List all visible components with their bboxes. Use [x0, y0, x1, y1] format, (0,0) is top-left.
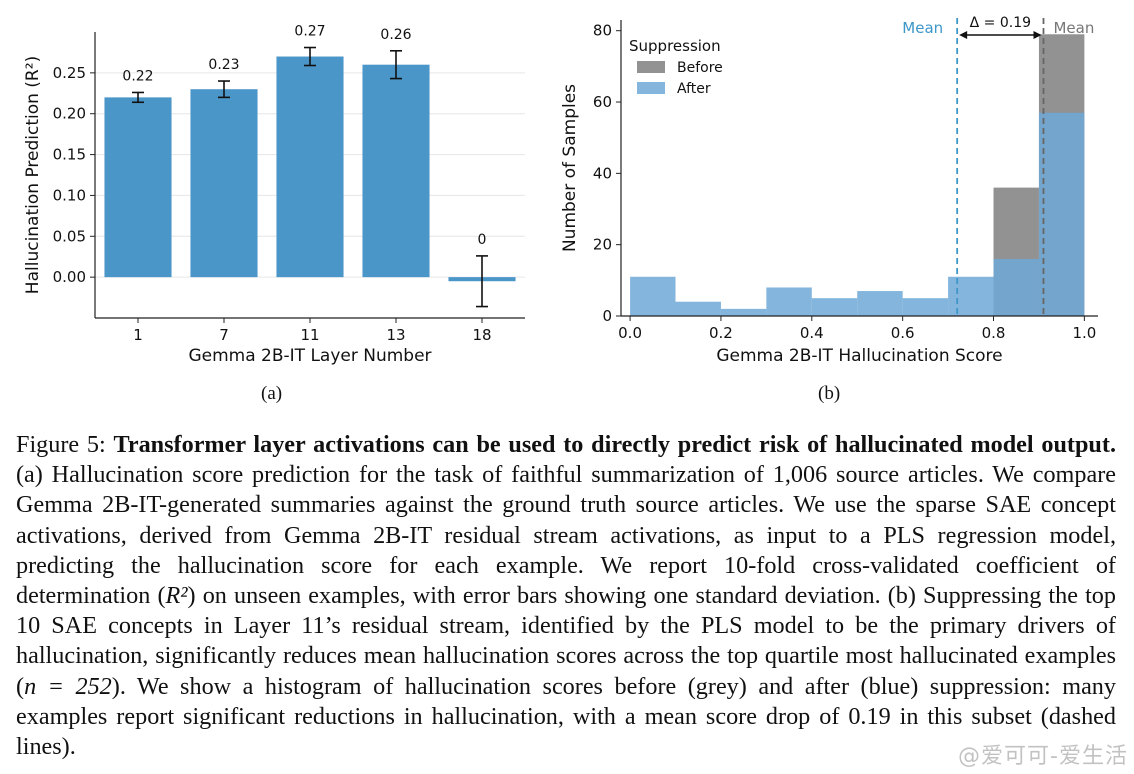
y-tick-label-b: 40: [593, 164, 612, 182]
hist-bar-after: [1038, 112, 1085, 316]
chart-a: 0.00 0.05 0.10 0.15 0.20 0.25 0.22 1 0.23 7 0.27 11…: [23, 24, 525, 366]
data-label-a: 0.22: [122, 68, 153, 84]
hist-bar-after: [993, 258, 1039, 316]
delta-label: Δ = 0.19: [970, 15, 1031, 31]
figure-caption: Figure 5: Transformer layer activations …: [16, 430, 1116, 762]
hist-bar-after: [902, 298, 949, 316]
bar-a: [190, 89, 258, 278]
data-label-a: 0.26: [380, 27, 411, 43]
watermark: @爱可可-爱生活: [958, 744, 1128, 769]
bar-a: [276, 56, 344, 278]
caption-part3: ). We show a histogram of hallucination …: [16, 672, 1116, 761]
caption-prefix: Figure 5:: [16, 431, 114, 458]
mean-label-before: Mean: [1053, 19, 1094, 37]
x-tick-label-a: 13: [386, 326, 405, 344]
hist-bar-after: [720, 308, 767, 316]
caption-n: n = 252: [24, 672, 112, 700]
data-label-a: 0: [478, 232, 487, 248]
y-tick-label-a: 0.05: [53, 227, 86, 245]
caption-bold: Transformer layer activations can be use…: [113, 431, 1116, 458]
x-tick-label-a: 18: [472, 326, 491, 344]
subcaption-b: (b): [818, 383, 841, 404]
y-tick-label-a: 0.10: [53, 186, 86, 204]
data-label-a: 0.23: [208, 57, 239, 73]
legend-title: Suppression: [629, 37, 721, 55]
bar-a: [362, 64, 430, 278]
x-tick-label-b: 0.6: [891, 324, 915, 342]
mean-label-after: Mean: [902, 19, 943, 37]
data-label-a: 0.27: [294, 24, 325, 40]
delta-arrowhead-left: [959, 31, 968, 39]
x-tick-label-b: 0.4: [800, 324, 824, 342]
y-tick-label-b: 0: [602, 307, 612, 325]
x-tick-label-b: 0.2: [709, 324, 733, 342]
legend-label-after: After: [677, 81, 711, 97]
y-tick-label-b: 80: [593, 22, 612, 40]
hist-bar-after: [675, 301, 721, 316]
subcaption-a: (a): [261, 383, 283, 404]
hist-bar-after: [857, 291, 903, 316]
x-tick-label-b: 1.0: [1072, 324, 1096, 342]
x-axis-label-a: Gemma 2B-IT Layer Number: [188, 346, 431, 366]
x-tick-label-a: 7: [219, 326, 229, 344]
x-tick-label-a: 1: [133, 326, 143, 344]
hist-bar-after: [630, 276, 676, 316]
hist-bar-after: [811, 298, 858, 316]
chart-b: 0 20 40 60 80 0.0 0.2 0.4 0.6 0.8 1.0 Gemma 2B-IT H…: [560, 15, 1098, 366]
figure-panels: 0.000.050.100.150.200.25 0.2210.2370.2711…: [23, 15, 1098, 366]
legend-swatch-before: [637, 61, 665, 73]
hist-bar-after: [766, 287, 812, 316]
delta-arrowhead-right: [1033, 31, 1042, 39]
y-tick-label-b: 60: [593, 93, 612, 111]
legend-swatch-after: [637, 82, 665, 94]
hist-bar-after: [948, 276, 994, 316]
y-axis-label-b: Number of Samples: [560, 84, 580, 252]
x-tick-label-a: 11: [300, 326, 319, 344]
y-tick-label-a: 0.15: [53, 146, 86, 164]
bar-a: [104, 97, 172, 278]
x-tick-label-b: 0.0: [618, 324, 642, 342]
caption-part1: (a) Hallucination score prediction for t…: [16, 461, 1116, 610]
x-axis-label-b: Gemma 2B-IT Hallucination Score: [716, 346, 1002, 366]
legend-label-before: Before: [677, 60, 723, 76]
caption-r2: R²: [165, 582, 188, 610]
y-axis-label-a: Hallucination Prediction (R²): [23, 56, 43, 294]
caption-part2: ) on unseen examples, with error bars sh…: [16, 582, 1116, 700]
y-tick-label-a: 0.25: [53, 64, 86, 82]
x-tick-label-b: 0.8: [982, 324, 1006, 342]
y-tick-label-a: 0.00: [53, 268, 86, 286]
y-tick-label-b: 20: [593, 236, 612, 254]
y-tick-label-a: 0.20: [53, 105, 86, 123]
